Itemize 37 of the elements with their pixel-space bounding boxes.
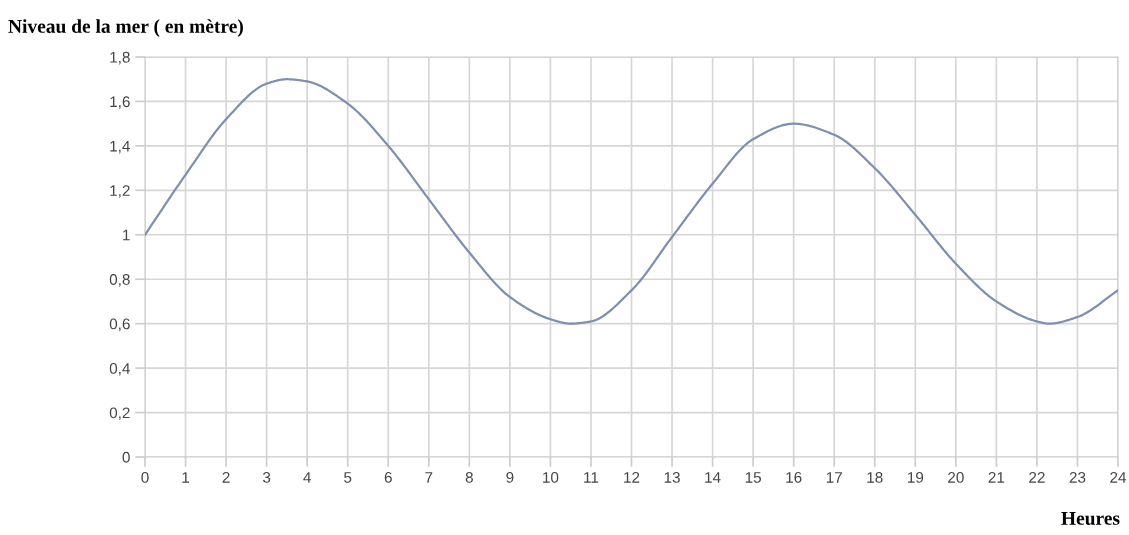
x-tick-label: 17 — [826, 472, 842, 483]
y-tick-label: 1,8 — [110, 51, 130, 65]
y-tick-label: 0 — [122, 451, 130, 463]
x-tick-label: 8 — [465, 471, 473, 483]
x-tick-label: 0 — [141, 471, 149, 483]
y-tick-label: 1 — [123, 229, 130, 241]
x-tick-label: 3 — [262, 471, 271, 483]
x-tick-label: 12 — [624, 471, 640, 483]
x-tick-label: 10 — [543, 471, 559, 483]
x-tick-label: 20 — [948, 471, 964, 483]
x-tick-label: 13 — [664, 471, 680, 483]
x-tick-label: 15 — [745, 472, 761, 483]
y-tick-label: 0,6 — [109, 318, 130, 332]
y-tick-label: 0,4 — [109, 362, 130, 376]
x-tick-label: 2 — [222, 471, 230, 483]
x-tick-label: 24 — [1110, 471, 1127, 483]
y-tick-label: 1,2 — [110, 185, 130, 198]
x-tick-label: 4 — [303, 472, 311, 483]
x-tick-label: 14 — [705, 472, 721, 483]
x-axis-title: Heures — [1061, 511, 1120, 525]
x-tick-label: 23 — [1069, 471, 1086, 483]
x-tick-label: 22 — [1029, 471, 1045, 483]
x-tick-label: 21 — [988, 471, 1005, 483]
x-tick-label: 19 — [907, 471, 924, 483]
x-tick-label: 11 — [584, 472, 599, 483]
x-tick-label: 9 — [506, 471, 514, 483]
y-tick-label: 1,4 — [110, 140, 130, 154]
y-tick-label: 1,6 — [110, 96, 130, 109]
x-tick-label: 1 — [182, 472, 190, 483]
y-tick-label: 0,8 — [109, 274, 130, 287]
chart-title: Niveau de la mer ( en mètre) — [8, 19, 243, 37]
x-tick-label: 18 — [867, 471, 883, 483]
x-tick-label: 6 — [384, 471, 392, 483]
x-tick-label: 7 — [425, 472, 433, 483]
x-tick-label: 5 — [344, 472, 352, 483]
y-tick-label: 0,2 — [109, 407, 130, 421]
x-tick-label: 16 — [786, 471, 802, 483]
